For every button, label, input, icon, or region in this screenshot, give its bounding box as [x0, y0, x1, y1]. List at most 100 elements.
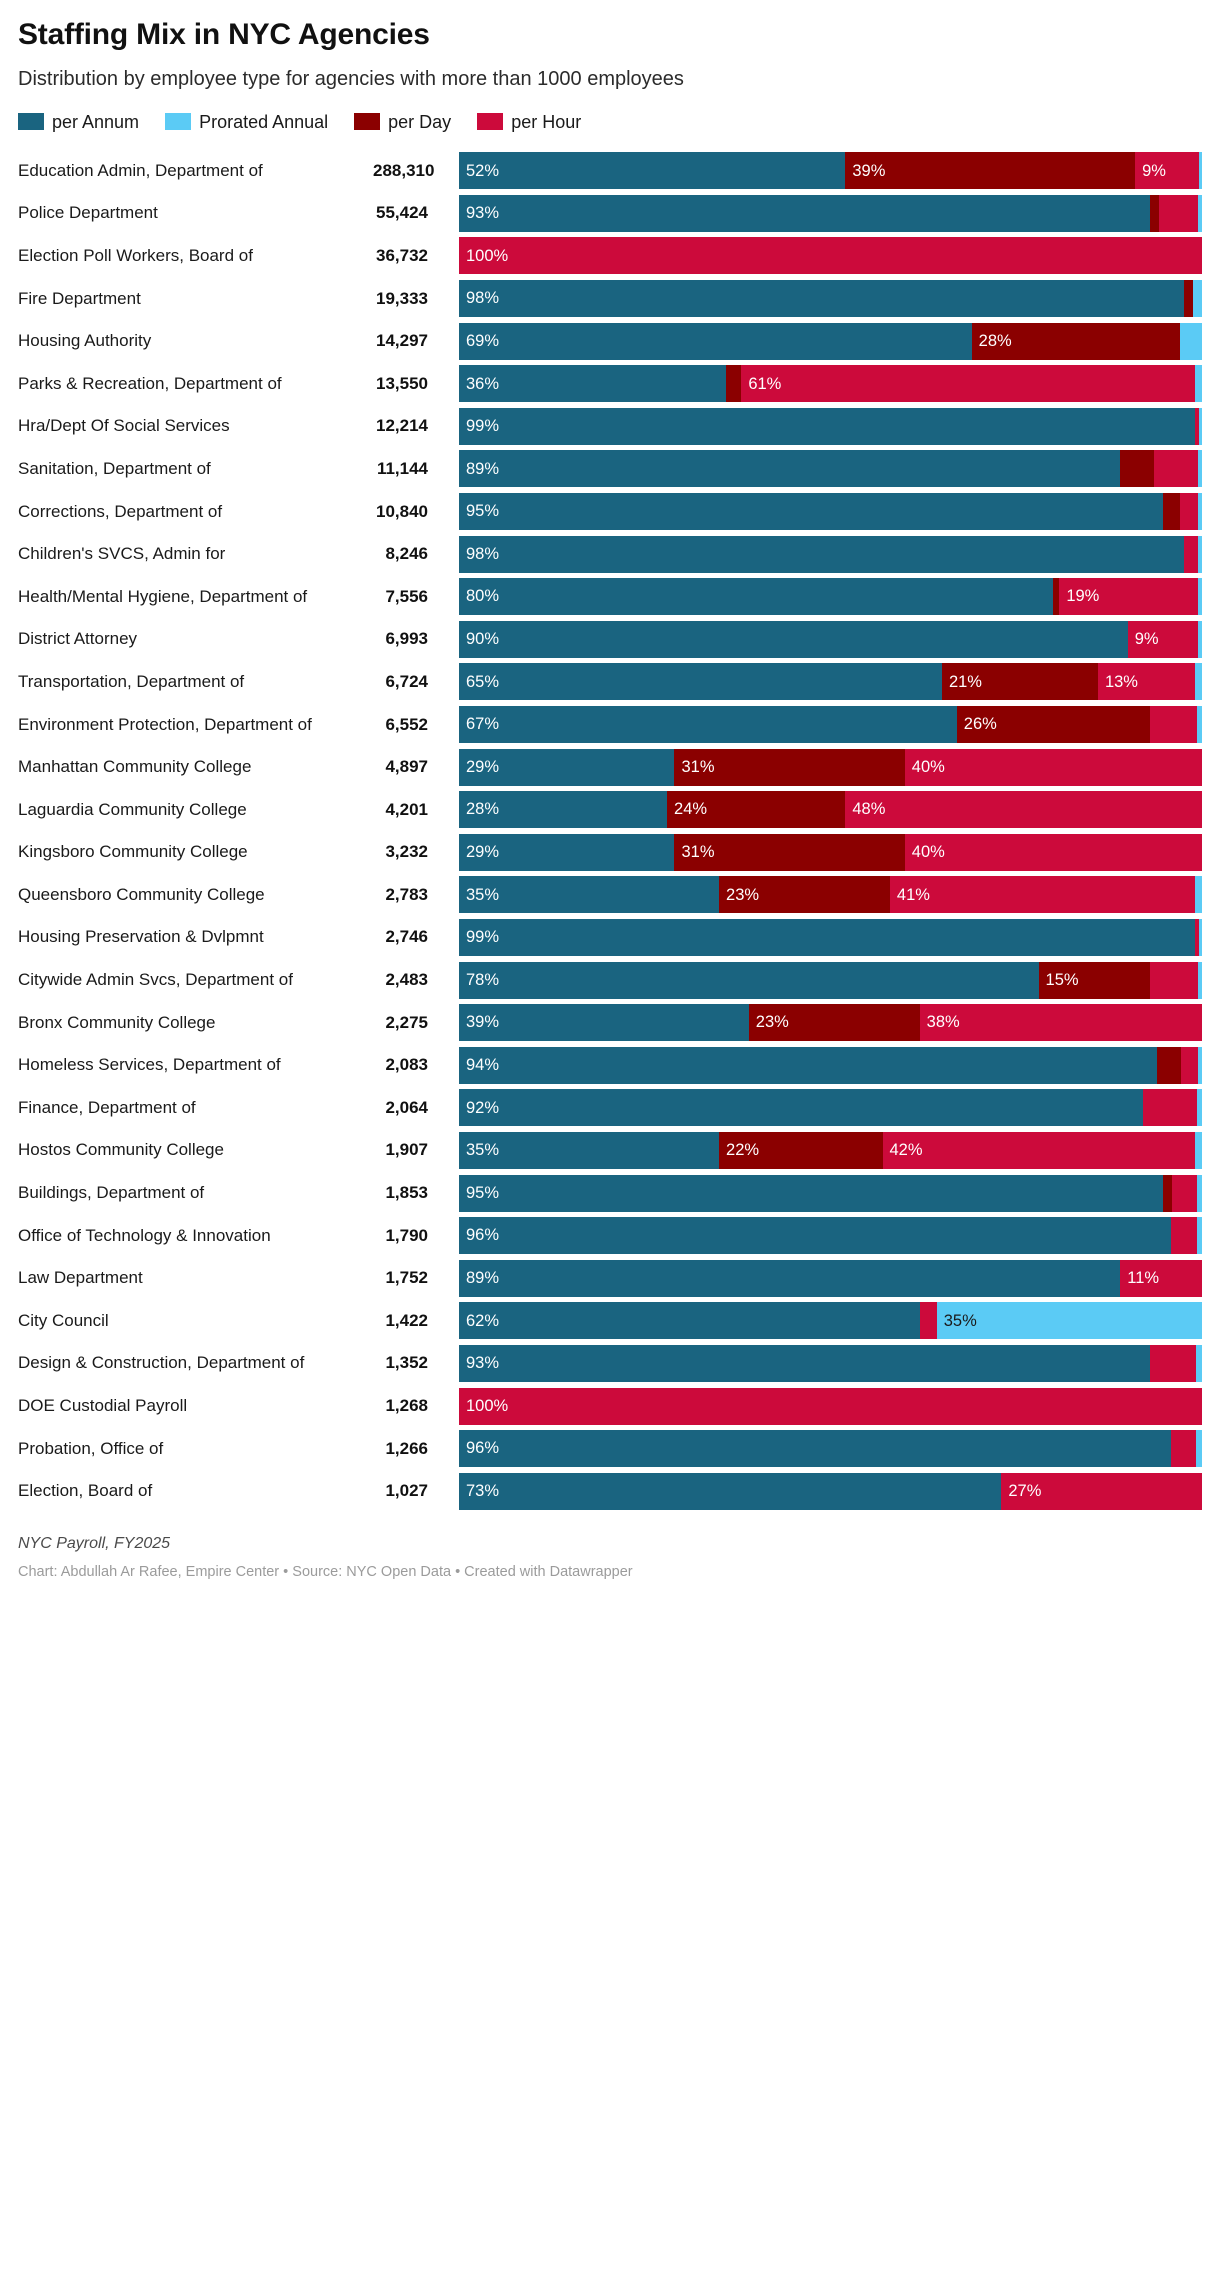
bar-segment[interactable]: 92% — [459, 1089, 1143, 1127]
bar-segment[interactable] — [1184, 535, 1198, 573]
bar-segment[interactable]: 65% — [459, 663, 942, 701]
table-row[interactable]: Bronx Community College 2,275 39% 23% 38% — [18, 1001, 1202, 1044]
bar-segment[interactable]: 93% — [459, 1344, 1150, 1382]
table-row[interactable]: Police Department 55,424 93% — [18, 192, 1202, 235]
bar-segment[interactable]: 13% — [1097, 663, 1195, 701]
bar-segment[interactable]: 48% — [845, 791, 1202, 829]
bar-segment[interactable] — [1193, 280, 1202, 318]
table-row[interactable]: Hostos Community College 1,907 35% 22% 42% — [18, 1129, 1202, 1172]
bar-segment[interactable]: 89% — [459, 1259, 1121, 1297]
bar-segment[interactable]: 22% — [719, 1131, 883, 1169]
table-row[interactable]: Parks & Recreation, Department of 13,550 3… — [18, 362, 1202, 405]
bar-segment[interactable]: 52% — [459, 152, 846, 190]
bar-segment[interactable]: 96% — [459, 1430, 1171, 1468]
table-row[interactable]: Manhattan Community College 4,897 29% 31% 40… — [18, 746, 1202, 789]
table-row[interactable]: Fire Department 19,333 98% — [18, 277, 1202, 320]
bar-segment[interactable] — [1184, 280, 1194, 318]
bar-segment[interactable]: 35% — [459, 876, 720, 914]
bar-segment[interactable] — [919, 1302, 937, 1340]
table-row[interactable]: District Attorney 6,993 90% 9% — [18, 618, 1202, 661]
bar-segment[interactable] — [1179, 322, 1202, 360]
table-row[interactable]: Probation, Office of 1,266 96% — [18, 1427, 1202, 1470]
bar-segment[interactable]: 73% — [459, 1472, 1002, 1510]
table-row[interactable]: Housing Authority 14,297 69% 28% — [18, 320, 1202, 363]
bar-segment[interactable]: 40% — [904, 833, 1202, 871]
bar-segment[interactable] — [1149, 194, 1159, 232]
bar-segment[interactable]: 80% — [459, 578, 1054, 616]
table-row[interactable]: Health/Mental Hygiene, Department of 7,55… — [18, 575, 1202, 618]
bar-segment[interactable]: 21% — [941, 663, 1098, 701]
bar-segment[interactable]: 35% — [459, 1131, 720, 1169]
table-row[interactable]: Election Poll Workers, Board of 36,732 100… — [18, 235, 1202, 278]
bar-segment[interactable] — [1194, 918, 1200, 956]
bar-segment[interactable]: 36% — [459, 365, 727, 403]
bar-segment[interactable] — [1198, 493, 1202, 531]
bar-segment[interactable] — [1198, 578, 1202, 616]
bar-segment[interactable]: 98% — [459, 535, 1185, 573]
bar-segment[interactable]: 100% — [459, 237, 1202, 275]
bar-segment[interactable] — [1149, 706, 1197, 744]
table-row[interactable]: Housing Preservation & Dvlpmnt 2,746 99% — [18, 916, 1202, 959]
bar-segment[interactable] — [1170, 1430, 1197, 1468]
bar-segment[interactable]: 28% — [459, 791, 668, 829]
bar-segment[interactable]: 90% — [459, 620, 1128, 658]
bar-segment[interactable] — [1181, 1046, 1199, 1084]
table-row[interactable]: Hra/Dept Of Social Services 12,214 99% — [18, 405, 1202, 448]
bar-segment[interactable] — [1179, 493, 1199, 531]
table-row[interactable]: Homeless Services, Department of 2,083 94% — [18, 1044, 1202, 1087]
table-row[interactable]: Design & Construction, Department of 1,35… — [18, 1342, 1202, 1385]
bar-segment[interactable]: 9% — [1135, 152, 1200, 190]
bar-segment[interactable]: 26% — [956, 706, 1150, 744]
bar-segment[interactable] — [1170, 1217, 1197, 1255]
legend-item[interactable]: Prorated Annual — [165, 113, 328, 131]
table-row[interactable]: City Council 1,422 62% 35% — [18, 1300, 1202, 1343]
bar-segment[interactable]: 93% — [459, 194, 1150, 232]
bar-segment[interactable] — [1196, 1344, 1202, 1382]
bar-segment[interactable]: 23% — [748, 1004, 920, 1042]
table-row[interactable]: Office of Technology & Innovation 1,790 96… — [18, 1214, 1202, 1257]
bar-segment[interactable] — [1194, 407, 1200, 445]
bar-segment[interactable] — [1194, 663, 1202, 701]
bar-segment[interactable]: 41% — [889, 876, 1195, 914]
bar-segment[interactable]: 100% — [459, 1387, 1202, 1425]
bar-segment[interactable] — [726, 365, 742, 403]
bar-segment[interactable]: 35% — [936, 1302, 1202, 1340]
bar-segment[interactable]: 40% — [904, 748, 1202, 786]
bar-segment[interactable]: 69% — [459, 322, 972, 360]
table-row[interactable]: Education Admin, Department of 288,310 52%… — [18, 150, 1202, 193]
table-row[interactable]: Election, Board of 1,027 73% 27% — [18, 1470, 1202, 1513]
bar-segment[interactable] — [1196, 1174, 1202, 1212]
bar-segment[interactable] — [1163, 1174, 1173, 1212]
bar-segment[interactable] — [1157, 1046, 1182, 1084]
bar-segment[interactable]: 9% — [1127, 620, 1198, 658]
bar-segment[interactable] — [1197, 535, 1202, 573]
bar-segment[interactable] — [1198, 1046, 1202, 1084]
bar-segment[interactable] — [1149, 961, 1199, 999]
bar-segment[interactable]: 29% — [459, 833, 675, 871]
table-row[interactable]: Environment Protection, Department of 6,5… — [18, 703, 1202, 746]
bar-segment[interactable] — [1172, 1174, 1197, 1212]
bar-segment[interactable]: 99% — [459, 407, 1195, 445]
bar-segment[interactable]: 95% — [459, 493, 1163, 531]
bar-segment[interactable] — [1142, 1089, 1197, 1127]
table-row[interactable]: Corrections, Department of 10,840 95% — [18, 490, 1202, 533]
bar-segment[interactable]: 94% — [459, 1046, 1158, 1084]
bar-segment[interactable] — [1053, 578, 1060, 616]
bar-segment[interactable]: 62% — [459, 1302, 920, 1340]
bar-segment[interactable] — [1199, 918, 1202, 956]
bar-segment[interactable] — [1199, 152, 1202, 190]
table-row[interactable]: Citywide Admin Svcs, Department of 2,483 7… — [18, 959, 1202, 1002]
bar-segment[interactable]: 78% — [459, 961, 1039, 999]
table-row[interactable]: Laguardia Community College 4,201 28% 24% 48… — [18, 788, 1202, 831]
bar-segment[interactable]: 38% — [919, 1004, 1202, 1042]
table-row[interactable]: Sanitation, Department of 11,144 89% — [18, 448, 1202, 491]
legend-item[interactable]: per Annum — [18, 113, 139, 131]
bar-segment[interactable]: 28% — [971, 322, 1180, 360]
bar-segment[interactable]: 27% — [1001, 1472, 1202, 1510]
table-row[interactable]: DOE Custodial Payroll 1,268 100% — [18, 1385, 1202, 1428]
legend-item[interactable]: per Hour — [477, 113, 581, 131]
table-row[interactable]: Queensboro Community College 2,783 35% 23% 4… — [18, 874, 1202, 917]
bar-segment[interactable]: 15% — [1038, 961, 1150, 999]
table-row[interactable]: Children's SVCS, Admin for 8,246 98% — [18, 533, 1202, 576]
bar-segment[interactable]: 24% — [667, 791, 846, 829]
